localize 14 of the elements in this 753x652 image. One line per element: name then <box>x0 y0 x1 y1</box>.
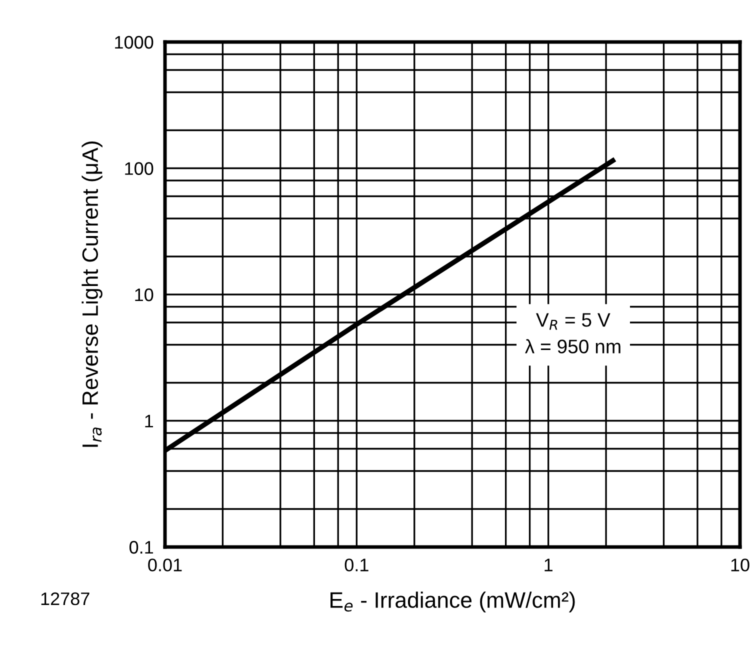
x-axis-title: E$_{e}$ - Irradiance (mW/cm²) <box>330 592 575 612</box>
x-tick-label: 0.01 <box>148 558 182 572</box>
y-tick-label: 1 <box>145 414 154 428</box>
annotation: V$_{R}$ = 5 V <box>536 313 610 330</box>
y-tick-label: 1000 <box>115 36 154 49</box>
y-tick-label: 10 <box>135 288 154 302</box>
x-tick-label: 0.1 <box>344 558 368 572</box>
text: 12787 <box>41 592 90 606</box>
y-tick-label: 100 <box>125 162 154 175</box>
x-tick-label: 10 <box>731 558 750 572</box>
x-tick-label: 1 <box>544 558 552 572</box>
annotation: λ = 950 nm <box>525 339 620 354</box>
y-axis-title: I$_{ra}$ - Reverse Light Current (μA) <box>82 142 102 447</box>
y-tick-label: 0.1 <box>129 540 154 554</box>
